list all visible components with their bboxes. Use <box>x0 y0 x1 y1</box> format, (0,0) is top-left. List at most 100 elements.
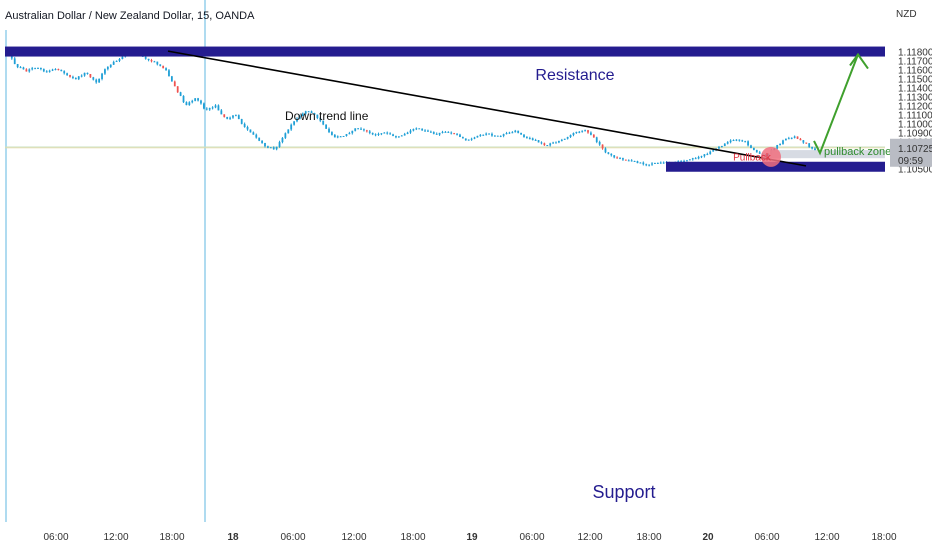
candle-body <box>558 140 560 143</box>
candle-body <box>159 64 162 66</box>
candle-body <box>493 135 496 137</box>
candle-body <box>395 136 397 138</box>
candle-body <box>307 111 310 113</box>
candle-body <box>336 136 339 138</box>
pullback-zone-label: pullback zone <box>824 146 891 158</box>
candle-body <box>333 134 336 138</box>
candle-body <box>555 142 557 144</box>
candle-body <box>278 142 281 147</box>
y-tick-label: 1.11500 <box>898 75 932 86</box>
candle-body <box>412 129 415 131</box>
candle-body <box>74 78 77 80</box>
candle-body <box>406 132 409 134</box>
candle-body <box>526 137 528 139</box>
candle-body <box>633 160 636 162</box>
candle-body <box>156 61 159 65</box>
candle-body <box>345 134 348 136</box>
candle-body <box>208 108 211 110</box>
candle-body <box>287 129 290 134</box>
candle-body <box>537 140 540 143</box>
candle-body <box>703 154 706 157</box>
candle-body <box>365 130 368 132</box>
candle-body <box>441 131 444 133</box>
candle-body <box>54 69 57 71</box>
candle-body <box>383 132 386 134</box>
x-tick-label: 18 <box>227 532 239 543</box>
candle-body <box>217 105 220 111</box>
candle-body <box>587 130 589 133</box>
candle-body <box>421 128 424 131</box>
candle-body <box>598 141 601 145</box>
candle-body <box>267 146 269 148</box>
candle-body <box>787 138 790 140</box>
candle-body <box>601 144 604 149</box>
candle-body <box>694 158 697 160</box>
candle-body <box>488 133 490 135</box>
candle-body <box>162 65 165 69</box>
candle-body <box>782 140 784 144</box>
candle-body <box>48 70 51 72</box>
current-price-tag[interactable] <box>890 138 932 167</box>
candle-body <box>380 133 383 135</box>
candle-body <box>31 68 34 70</box>
candle-body <box>214 105 217 108</box>
candle-body <box>616 157 619 159</box>
candle-body <box>654 162 656 164</box>
candle-body <box>243 123 246 127</box>
candle-body <box>240 119 243 124</box>
candle-body <box>502 134 505 136</box>
candle-body <box>112 61 115 65</box>
candle-body <box>435 133 438 135</box>
candle-body <box>697 156 700 159</box>
candle-body <box>604 148 607 153</box>
candle-body <box>325 124 328 129</box>
candle-body <box>811 146 813 149</box>
y-tick-label: 1.11600 <box>898 66 932 77</box>
candle-body <box>712 150 715 152</box>
candle-body <box>470 138 473 140</box>
candle-body <box>744 141 747 143</box>
candle-body <box>95 79 98 83</box>
candle-body <box>496 135 499 137</box>
candle-body <box>686 160 688 162</box>
candle-body <box>552 142 554 144</box>
candle-body <box>467 139 470 141</box>
candle-body <box>63 71 66 74</box>
candle-body <box>531 138 534 140</box>
candle-body <box>104 69 106 74</box>
candle-body <box>403 133 406 136</box>
candle-body <box>718 146 720 149</box>
candle-body <box>173 81 176 87</box>
candle-body <box>60 69 63 72</box>
candle-body <box>92 77 95 80</box>
candle-body <box>805 142 808 144</box>
candle-body <box>37 67 39 69</box>
candle-body <box>354 128 357 131</box>
candle-body <box>528 138 531 140</box>
currency-label: NZD <box>896 9 917 20</box>
candle-body <box>706 154 709 156</box>
y-tick-label: 1.11300 <box>898 93 932 104</box>
candle-body <box>281 137 284 143</box>
x-tick-label: 12:00 <box>577 532 602 543</box>
candle-body <box>258 137 261 141</box>
candle-body <box>752 147 755 150</box>
candle-body <box>569 135 572 138</box>
candle-body <box>662 162 665 164</box>
candle-body <box>153 61 156 63</box>
candle-body <box>331 132 333 135</box>
candle-body <box>578 131 581 133</box>
candle-body <box>252 132 255 135</box>
candle-body <box>723 143 726 146</box>
candle-body <box>400 135 403 137</box>
candle-body <box>790 137 793 139</box>
candle-body <box>77 76 80 80</box>
candle-body <box>360 128 362 130</box>
candle-body <box>371 132 374 135</box>
candle-body <box>741 140 744 142</box>
x-tick-label: 18:00 <box>636 532 661 543</box>
candle-body <box>560 139 563 141</box>
x-tick-label: 20 <box>702 532 714 543</box>
